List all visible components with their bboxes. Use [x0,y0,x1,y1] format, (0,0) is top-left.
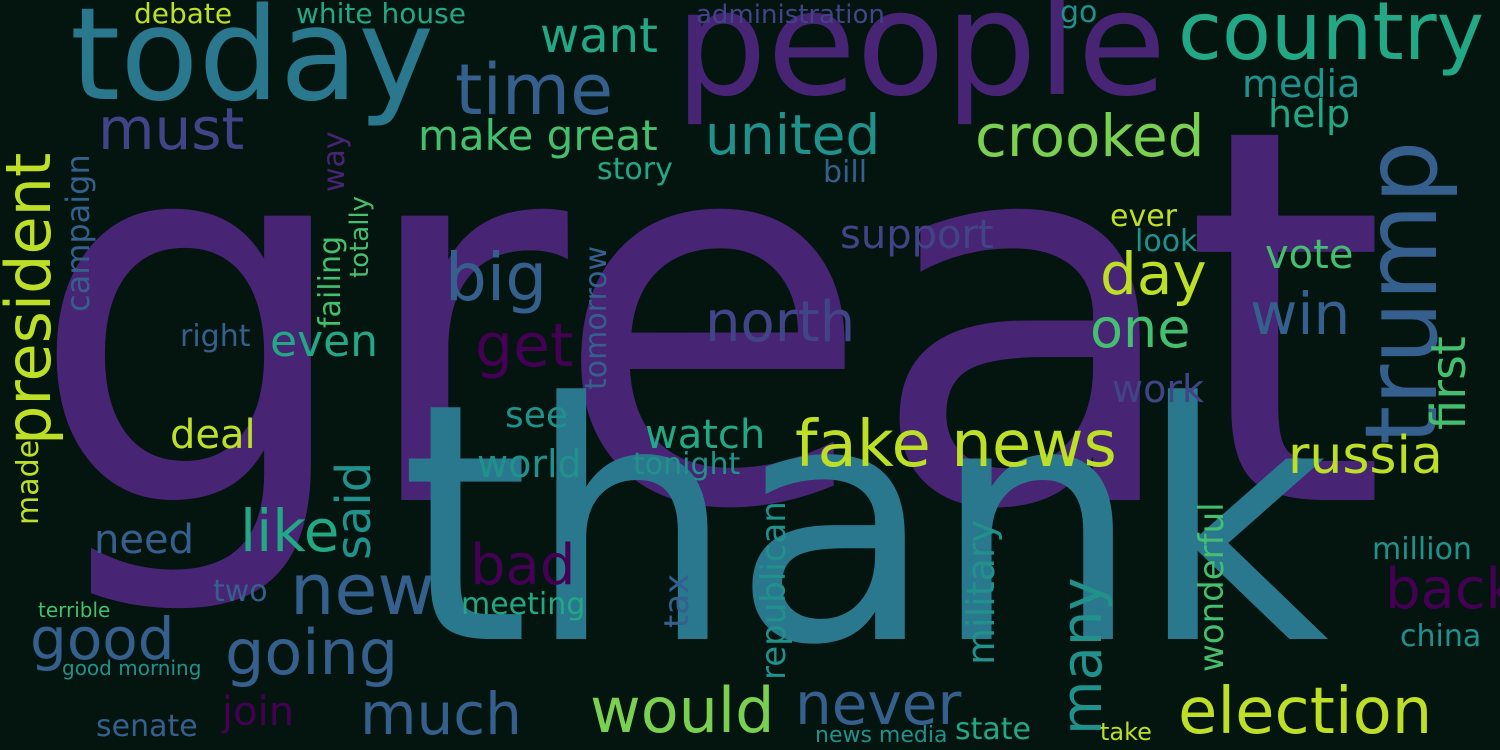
word-many: many [1050,577,1115,736]
word-vote: vote [1265,232,1354,278]
word-good-morning: good morning [62,656,202,680]
word-take: take [1100,718,1152,746]
word-support: support [840,212,994,258]
word-tonight: tonight [633,447,741,482]
word-must: must [98,95,245,163]
word-china: china [1400,619,1482,654]
word-military: military [959,520,1003,665]
word-campaign: campaign [59,154,97,312]
word-deal: deal [170,412,256,458]
word-senate: senate [96,709,198,744]
word-story: story [597,152,673,187]
word-million: million [1372,532,1472,567]
word-would: would [590,674,775,747]
word-one: one [1090,297,1191,360]
word-even: even [270,316,379,367]
word-meeting: meeting [461,587,586,622]
word-failing: failing [313,235,348,328]
word-united: united [705,103,881,167]
word-help: help [1268,92,1351,136]
word-work: work [1112,367,1204,411]
word-bad: bad [470,533,576,598]
word-media: media [1242,62,1361,106]
word-like: like [240,497,340,565]
word-country: country [1178,0,1484,78]
word-administration: administration [696,0,885,30]
word-tomorrow: tomorrow [579,245,614,390]
word-good: good [30,605,175,673]
word-russia: russia [1288,426,1443,486]
word-made: made [11,439,46,525]
word-tax: tax [657,573,697,628]
word-way: way [317,131,352,192]
word-world: world [477,442,582,486]
word-win: win [1250,280,1351,348]
word-great: great [28,17,1387,623]
word-much: much [360,680,522,748]
word-white-house: white house [296,0,466,30]
word-new: new [290,549,435,631]
word-people: people [675,0,1167,129]
word-president: president [0,152,65,445]
word-state: state [955,712,1031,747]
word-terrible: terrible [38,598,111,622]
word-see: see [505,395,569,436]
word-time: time [455,49,614,131]
word-big: big [445,239,548,316]
word-today: today [70,0,434,130]
word-fake-news: fake news [795,408,1117,482]
word-day: day [1100,240,1207,308]
word-news-media: news media [815,723,948,748]
word-debate: debate [134,0,233,30]
word-said: said [326,461,382,560]
word-crooked: crooked [975,102,1205,170]
word-totally: totally [345,195,375,278]
word-two: two [213,574,268,609]
word-never: never [795,670,962,738]
word-election: election [1178,675,1433,749]
word-need: need [94,517,194,563]
word-back: back [1385,557,1500,622]
word-wonderful: wonderful [1192,502,1232,672]
word-watch: watch [645,412,766,458]
word-join: join [222,689,295,735]
word-bill: bill [823,155,868,190]
word-right: right [180,319,251,354]
word-thank: thank [400,333,1329,717]
word-want: want [540,8,658,64]
word-get: get [475,311,574,381]
word-north: north [705,290,856,355]
word-make-great: make great [418,111,658,160]
word-going: going [225,616,399,689]
word-ever: ever [1110,199,1178,234]
word-look: look [1135,224,1198,259]
word-first: first [1421,336,1477,430]
word-republican: republican [754,501,794,680]
word-go: go [1060,0,1098,30]
